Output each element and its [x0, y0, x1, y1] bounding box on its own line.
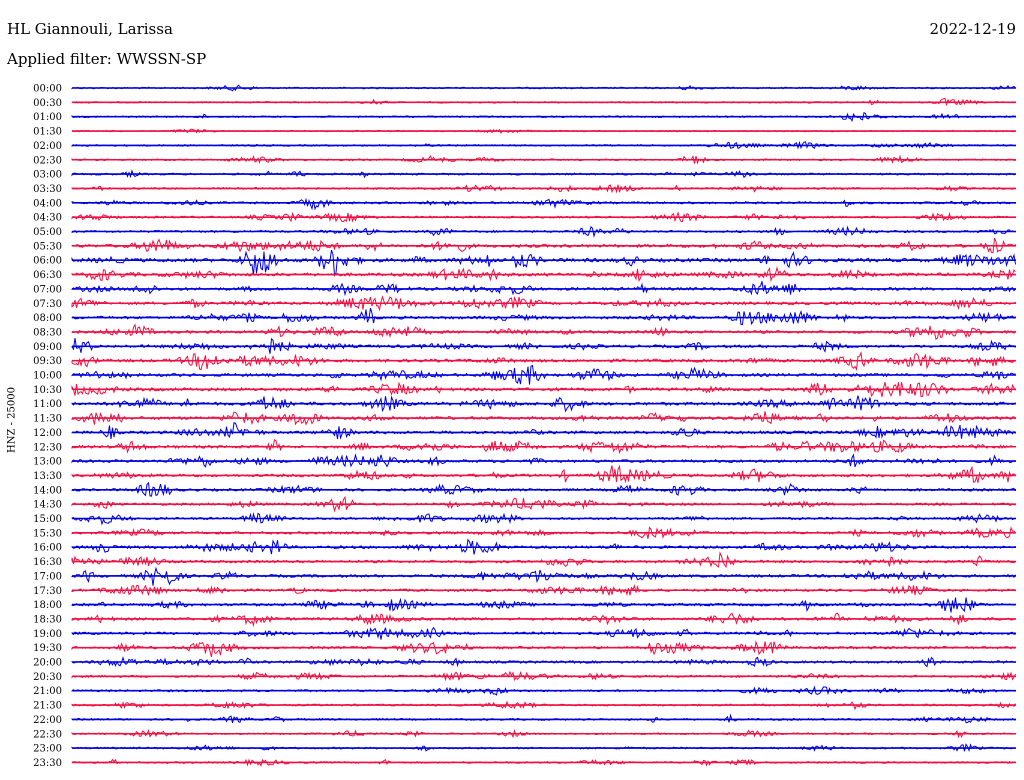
row-label: 18:30 [33, 614, 62, 625]
row-label: 00:30 [33, 98, 62, 109]
row-label: 21:00 [33, 686, 62, 697]
row-label: 09:30 [33, 356, 62, 367]
row-label-group: 00:00 00:30 01:00 01:30 02:00 02:30 03:00 03:30… [33, 84, 62, 769]
filter-label: Applied filter: WWSSN-SP [7, 50, 207, 68]
row-label: 23:00 [33, 744, 62, 755]
row-label: 07:30 [33, 299, 62, 310]
seismic-trace [71, 281, 1016, 297]
row-label: 05:30 [33, 241, 62, 252]
row-label: 02:30 [33, 155, 62, 166]
date-label: 2022-12-19 [929, 20, 1016, 38]
row-label: 11:00 [33, 399, 62, 410]
row-label: 14:00 [33, 485, 62, 496]
seismic-trace [71, 97, 1016, 107]
seismic-trace [71, 464, 1016, 484]
seismic-trace [71, 551, 1016, 569]
row-label: 08:00 [33, 313, 62, 324]
row-label: 18:00 [33, 600, 62, 611]
row-label: 19:30 [33, 643, 62, 654]
row-label: 07:00 [33, 284, 62, 295]
row-label: 15:00 [33, 514, 62, 525]
row-label: 10:30 [33, 385, 62, 396]
row-label: 21:30 [33, 701, 62, 712]
row-label: 09:00 [33, 342, 62, 353]
row-label: 22:30 [33, 729, 62, 740]
row-label: 19:00 [33, 629, 62, 640]
row-label: 23:30 [33, 758, 62, 769]
row-label: 16:00 [33, 543, 62, 554]
row-label: 04:00 [33, 198, 62, 209]
row-label: 14:30 [33, 500, 62, 511]
seismic-trace [71, 308, 1016, 326]
row-label: 22:00 [33, 715, 62, 726]
row-label: 08:30 [33, 327, 62, 338]
row-label: 15:30 [33, 528, 62, 539]
row-label: 12:00 [33, 428, 62, 439]
row-label: 05:00 [33, 227, 62, 238]
row-label: 12:30 [33, 442, 62, 453]
seismic-trace [71, 249, 1016, 277]
row-label: 16:30 [33, 557, 62, 568]
row-label: 17:30 [33, 586, 62, 597]
seismic-trace [71, 197, 1016, 211]
row-label: 20:00 [33, 658, 62, 669]
seismic-trace [71, 421, 1016, 440]
row-label: 03:30 [33, 184, 62, 195]
seismic-trace [71, 640, 1016, 658]
row-label: 06:30 [33, 270, 62, 281]
row-label: 01:00 [33, 112, 62, 123]
seismic-trace [71, 700, 1016, 711]
row-label: 17:00 [33, 571, 62, 582]
trace-group [71, 84, 1016, 768]
row-label: 04:30 [33, 213, 62, 224]
row-label: 01:30 [33, 127, 62, 138]
row-label: 00:00 [33, 84, 62, 95]
station-title: HL Giannouli, Larissa [7, 20, 173, 38]
row-label: 10:00 [33, 371, 62, 382]
seismic-trace [71, 566, 1016, 586]
row-label: 06:00 [33, 256, 62, 267]
row-label: 03:00 [33, 170, 62, 181]
row-label: 02:00 [33, 141, 62, 152]
row-label: 11:30 [33, 414, 62, 425]
row-label: 13:00 [33, 457, 62, 468]
row-label: 20:30 [33, 672, 62, 683]
row-label: 13:30 [33, 471, 62, 482]
